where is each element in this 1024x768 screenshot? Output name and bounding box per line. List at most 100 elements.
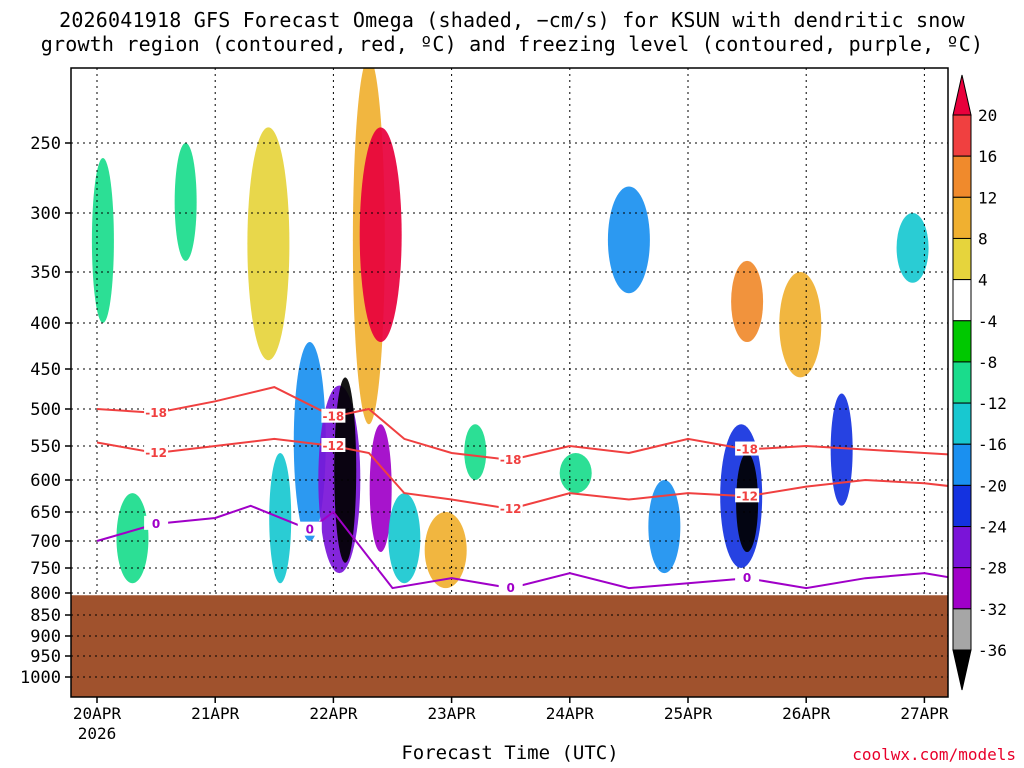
contour-label: -12 xyxy=(736,489,758,503)
contour-label-bg xyxy=(498,580,523,595)
colorbar-label: -24 xyxy=(978,518,1007,537)
y-tick-label: 600 xyxy=(30,471,61,491)
omega-area xyxy=(369,424,392,553)
colorbar-label: -28 xyxy=(978,559,1007,578)
contour-label: -18 xyxy=(500,453,522,467)
contour-label-bg xyxy=(321,408,346,423)
contour-label-bg xyxy=(321,438,346,452)
y-tick-label: 650 xyxy=(30,503,61,523)
terrain-fill xyxy=(71,595,948,697)
x-tick-label: 26APR xyxy=(782,704,831,723)
terrain xyxy=(71,595,948,697)
omega-area xyxy=(129,93,172,409)
omega-area xyxy=(464,424,487,480)
colorbar-swatch xyxy=(952,279,972,322)
x-tick-label: 22APR xyxy=(309,704,358,723)
colorbar-swatch xyxy=(952,443,972,486)
y-tick-label: 850 xyxy=(30,606,61,626)
colorbar-swatch xyxy=(952,114,972,157)
colorbar-swatch xyxy=(952,237,972,281)
omega-area xyxy=(736,453,759,553)
colorbar-label: 8 xyxy=(978,229,988,248)
colorbar-swatch xyxy=(952,526,972,569)
contour-label-bg xyxy=(144,515,169,530)
colorbar-swatch xyxy=(952,484,972,528)
colorbar-top-arrow xyxy=(952,74,972,116)
x-tick-label: 27APR xyxy=(900,704,949,723)
contour-label-bg xyxy=(735,441,760,456)
contour-label: -18 xyxy=(145,406,167,420)
omega-area xyxy=(779,272,822,378)
x-axis-title: Forecast Time (UTC) xyxy=(401,742,619,764)
omega-area xyxy=(559,453,592,494)
contour-label: -12 xyxy=(145,446,167,460)
omega-area xyxy=(731,260,764,343)
contour-label-bg xyxy=(144,445,169,460)
y-tick-label: 950 xyxy=(30,647,61,667)
y-tick-label: 1000 xyxy=(20,668,61,688)
contour-label: -18 xyxy=(736,443,758,457)
y-tick-label: 250 xyxy=(30,134,61,154)
contour-label: 0 xyxy=(152,517,160,531)
colorbar: 20 16 12 8 4 -4 -8 -12 -16 -20 -24 -28 -32 -36 xyxy=(952,74,1007,691)
contour-label: 0 xyxy=(306,523,314,537)
x-tick-label: 23APR xyxy=(428,704,477,723)
y-tick-label: 700 xyxy=(30,532,61,552)
plot-frame xyxy=(70,67,949,698)
colorbar-swatch xyxy=(952,361,972,404)
colorbar-label: 12 xyxy=(978,188,997,207)
contour-label-bg xyxy=(735,488,760,503)
contour-label: 0 xyxy=(507,581,515,595)
x-tick-label: 25APR xyxy=(664,704,713,723)
omega-area xyxy=(648,480,681,574)
omega-area xyxy=(830,393,853,506)
y-tick-label: 900 xyxy=(30,627,61,647)
colorbar-label: -4 xyxy=(978,312,997,331)
colorbar-label: 4 xyxy=(978,271,988,290)
credit-text: coolwx.com/models xyxy=(852,745,1016,764)
omega-area xyxy=(903,323,946,409)
omega-area xyxy=(607,186,650,294)
colorbar-label: -32 xyxy=(978,600,1007,619)
dgz-contours: -18 -18 -18 -18 -12 -12 -12 -12 xyxy=(96,386,948,516)
chart-title-line1: 2026041918 GFS Forecast Omega (shaded, −… xyxy=(59,8,965,32)
contour-label-bg xyxy=(498,500,523,515)
colorbar-label: 16 xyxy=(978,147,997,166)
omega-shading xyxy=(91,68,946,589)
y-tick-label: 450 xyxy=(30,360,61,380)
contour-label-bg xyxy=(498,451,523,466)
y-tick-label: 800 xyxy=(30,584,61,604)
colorbar-swatch xyxy=(952,567,972,610)
contour-label-bg xyxy=(297,521,322,536)
omega-area xyxy=(174,143,197,261)
freezing-level-contour: 0 0 0 0 xyxy=(96,504,948,595)
omega-area xyxy=(334,377,357,563)
colorbar-label: -8 xyxy=(978,353,997,372)
contour-label-bg xyxy=(735,570,760,585)
x-tick-label: 24APR xyxy=(546,704,595,723)
contour-label: -18 xyxy=(323,410,345,424)
chart-title: 2026041918 GFS Forecast Omega (shaded, −… xyxy=(0,8,1024,56)
y-tick-label: 750 xyxy=(30,559,61,579)
y-tick-label: 300 xyxy=(30,204,61,224)
y-tick-label: 550 xyxy=(30,437,61,457)
chart-title-line2: growth region (contoured, red, ºC) and f… xyxy=(40,32,984,56)
contour-label: 0 xyxy=(743,571,751,585)
colorbar-swatch xyxy=(952,196,972,239)
colorbar-label: -16 xyxy=(978,435,1007,454)
colorbar-label: -36 xyxy=(978,641,1007,660)
freezing-level-line xyxy=(96,504,948,590)
x-tick-label: 21APR xyxy=(191,704,240,723)
y-tick-label: 400 xyxy=(30,314,61,334)
omega-area xyxy=(91,158,114,323)
contour-label: -12 xyxy=(323,439,345,453)
omega-area xyxy=(293,342,326,541)
omega-area xyxy=(653,323,676,394)
omega-area xyxy=(896,213,929,283)
contour-label: -12 xyxy=(500,502,522,516)
colorbar-swatch xyxy=(952,608,972,651)
x-tick-sublabel: 2026 xyxy=(78,724,117,743)
colorbar-bottom-arrow xyxy=(952,649,972,691)
omega-area xyxy=(116,493,149,584)
